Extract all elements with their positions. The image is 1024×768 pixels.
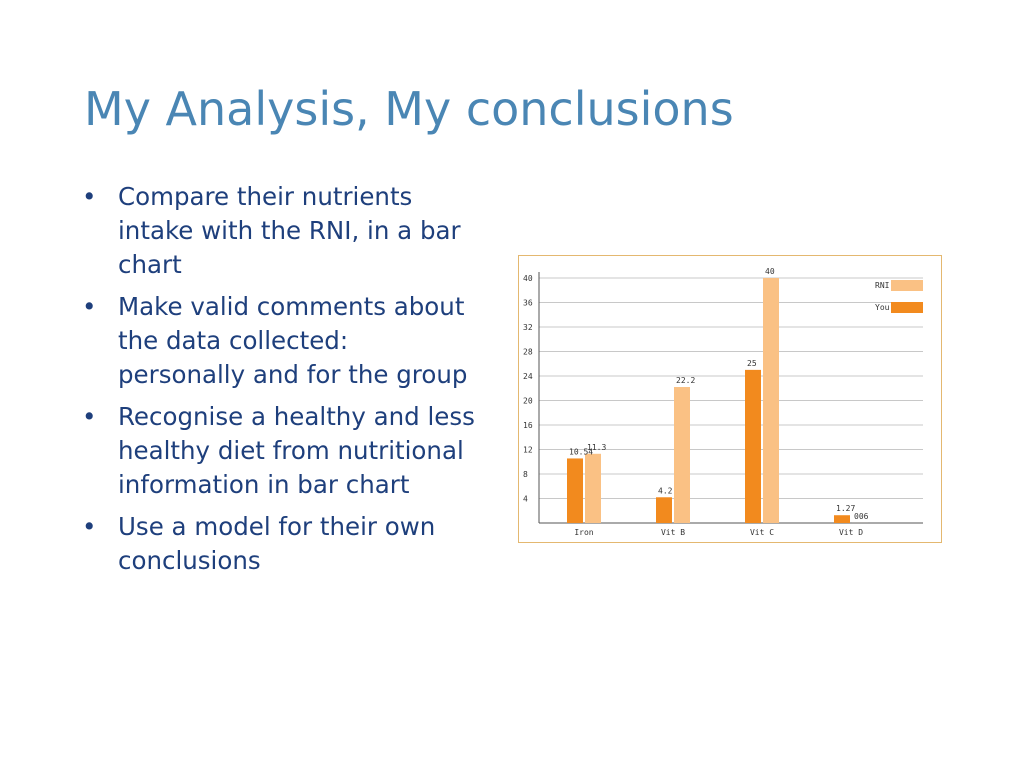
legend-label: RNI [875,281,890,290]
bullet-item: • Use a model for their own conclusions [82,510,482,578]
y-tick-label: 8 [523,470,528,479]
bullet-text: Recognise a healthy and less healthy die… [118,402,475,499]
bullet-text: Make valid comments about the data colle… [118,292,468,389]
bar-rni-vit-c [763,278,779,523]
bar-rni-vit-b [674,387,690,523]
bar-value-label: 006 [854,512,869,521]
bar-value-label: 1.27 [836,504,855,513]
y-tick-label: 24 [523,372,533,381]
bar-rni-iron [585,453,601,523]
y-tick-label: 28 [523,348,533,357]
bullet-text: Use a model for their own conclusions [118,512,436,575]
bar-value-label: 22.2 [676,376,695,385]
legend-label: You [875,303,890,312]
y-tick-label: 4 [523,495,528,504]
y-tick-label: 32 [523,323,533,332]
nutrient-bar-chart: 4 8 12 16 20 24 28 32 36 40 10.54 11.3 Iron 4.2 22.2 Vi… [518,255,942,543]
bullet-marker: • [82,402,97,431]
bar-value-label: 4.2 [658,486,673,495]
bullet-list: • Compare their nutrients intake with th… [82,180,482,586]
bullet-item: • Make valid comments about the data col… [82,290,482,392]
y-tick-label: 20 [523,397,533,406]
bar-value-label: 25 [747,359,757,368]
bar-value-label: 11.3 [587,443,606,452]
y-tick-label: 16 [523,421,533,430]
x-category-label: Vit D [839,528,863,537]
slide-title: My Analysis, My conclusions [84,82,734,136]
bar-you-vit-d [834,515,850,523]
bar-you-iron [567,458,583,523]
y-tick-label: 40 [523,274,533,283]
bullet-text: Compare their nutrients intake with the … [118,182,461,279]
bullet-marker: • [82,512,97,541]
bullet-item: • Compare their nutrients intake with th… [82,180,482,282]
bar-you-vit-c [745,369,761,523]
bar-value-label: 10.54 [569,447,593,456]
y-tick-label: 12 [523,446,533,455]
y-tick-label: 36 [523,299,533,308]
bar-you-vit-b [656,497,672,523]
x-category-label: Iron [574,528,593,537]
x-category-label: Vit B [661,528,685,537]
bullet-marker: • [82,292,97,321]
bar-value-label: 40 [765,267,775,276]
legend-swatch [891,280,923,291]
bullet-marker: • [82,182,97,211]
bullet-item: • Recognise a healthy and less healthy d… [82,400,482,502]
x-category-label: Vit C [750,528,774,537]
legend-swatch [891,302,923,313]
